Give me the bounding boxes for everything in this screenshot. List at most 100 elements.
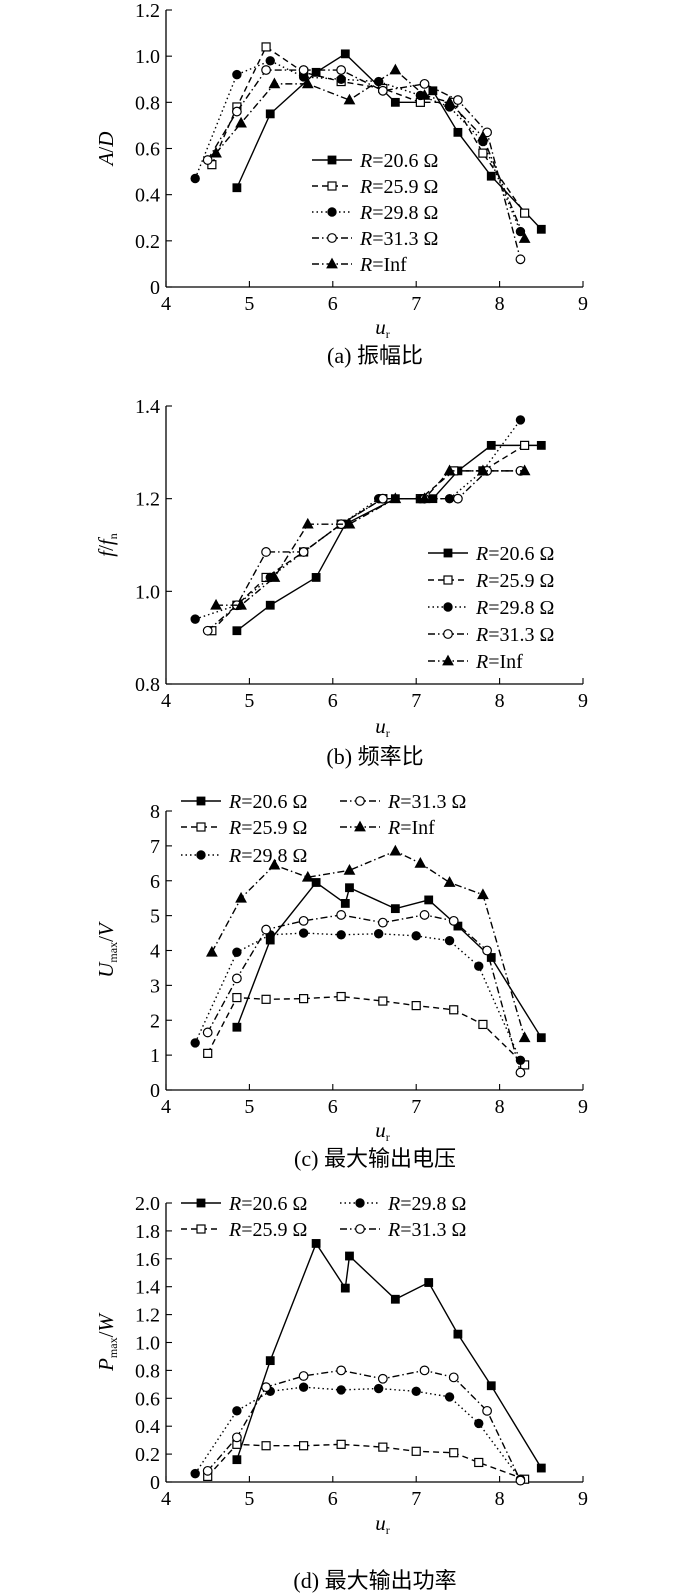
data-point: [340, 49, 350, 59]
data-point: [536, 1463, 546, 1473]
data-point: [261, 994, 271, 1004]
data-point: [453, 127, 463, 137]
legend-entry: R=31.3 Ω: [428, 624, 554, 646]
legend-marker: [196, 850, 206, 860]
legend-entry: R=29.8 Ω: [181, 845, 307, 867]
legend-label: R=31.3 Ω: [387, 791, 466, 813]
data-point: [336, 1439, 346, 1449]
series-2: [190, 928, 526, 1066]
series-line: [194, 1386, 522, 1480]
y-tick-label: 0.8: [135, 1360, 160, 1382]
y-tick-label: 0.8: [135, 674, 160, 696]
data-point: [443, 96, 456, 107]
data-point: [418, 89, 431, 100]
chart-caption: (c) 最大输出电压: [294, 1146, 456, 1171]
y-tick-label: 3: [150, 975, 160, 997]
x-tick-label: 8: [495, 690, 505, 712]
y-tick-label: 1.2: [135, 0, 160, 22]
data-point: [231, 973, 242, 984]
x-tick-label: 4: [161, 1096, 171, 1118]
data-point: [265, 600, 275, 610]
legend-label: R=20.6 Ω: [475, 543, 554, 565]
data-point: [231, 1432, 242, 1443]
y-tick-label: 0.4: [135, 1416, 160, 1438]
data-point: [377, 917, 388, 928]
legend-entry: R=25.9 Ω: [181, 817, 307, 839]
y-tick-label: 0: [150, 277, 160, 299]
x-tick-label: 4: [161, 1488, 171, 1510]
x-tick-label: 5: [244, 1096, 254, 1118]
x-tick-label: 5: [244, 690, 254, 712]
data-point: [411, 1001, 421, 1011]
data-point: [414, 856, 427, 868]
data-point: [298, 1382, 309, 1392]
legend-marker: [327, 155, 337, 165]
data-point: [449, 1005, 459, 1015]
data-point: [443, 876, 456, 887]
x-axis-title: ur​: [375, 315, 390, 341]
y-tick-label: 1.0: [135, 581, 160, 603]
y-axis-title: A/D: [94, 132, 118, 168]
series-1: [203, 991, 530, 1070]
legend-label: R=20.6 Ω: [228, 791, 307, 813]
legend-label: R=20.6 Ω: [359, 150, 438, 172]
data-point: [443, 464, 456, 476]
data-point: [261, 65, 271, 75]
data-point: [190, 1468, 200, 1479]
legend-marker: [442, 654, 454, 666]
legend-marker: [326, 257, 338, 269]
x-tick-label: 5: [244, 293, 254, 315]
series-line: [207, 914, 522, 1073]
data-point: [377, 85, 388, 96]
y-tick-label: 1.4: [135, 396, 160, 418]
data-point: [377, 493, 388, 504]
legend-label: R=29.8 Ω: [359, 202, 438, 224]
data-point: [210, 598, 222, 610]
data-point: [378, 1442, 388, 1452]
legend-marker: [443, 575, 453, 585]
data-point: [486, 1381, 496, 1391]
legend-marker: [443, 548, 453, 558]
data-point: [203, 1048, 213, 1058]
legend-entry: R=Inf: [312, 254, 407, 276]
legend-marker: [327, 233, 337, 243]
x-tick-label: 6: [328, 690, 338, 712]
data-point: [235, 116, 247, 128]
data-point: [418, 492, 431, 504]
x-tick-label: 6: [328, 1488, 338, 1510]
series-line: [236, 1241, 542, 1469]
series-4: [210, 63, 531, 243]
data-point: [518, 232, 531, 243]
series-3: [202, 910, 526, 1078]
data-point: [202, 1465, 213, 1476]
data-point: [478, 1019, 488, 1030]
data-point: [453, 95, 463, 105]
y-axis-title: Pmax​/W: [94, 1312, 120, 1372]
x-tick-label: 7: [411, 1488, 421, 1510]
y-tick-label: 1.0: [135, 1333, 160, 1355]
data-point: [202, 155, 213, 165]
chart-caption: (d) 最大输出功率: [293, 1568, 456, 1593]
legend-entry: R=20.6 Ω: [312, 150, 438, 172]
data-point: [235, 891, 247, 903]
x-tick-label: 4: [161, 293, 171, 315]
series-4: [210, 464, 531, 610]
data-point: [453, 1329, 463, 1339]
y-tick-label: 0.6: [135, 1388, 160, 1410]
y-tick-label: 2.0: [135, 1193, 160, 1215]
data-point: [536, 440, 546, 450]
data-point: [373, 929, 384, 939]
legend-label: R=20.6 Ω: [228, 1193, 307, 1215]
series-line: [194, 60, 522, 232]
legend-marker: [355, 796, 365, 806]
y-tick-label: 6: [150, 871, 160, 893]
data-point: [419, 910, 430, 920]
data-point: [486, 171, 496, 181]
data-point: [336, 74, 346, 84]
series-line: [236, 52, 542, 230]
legend-entry: R=25.9 Ω: [428, 570, 554, 592]
data-point: [449, 1448, 459, 1458]
data-point: [311, 573, 321, 582]
data-point: [343, 863, 356, 875]
data-point: [389, 844, 402, 856]
